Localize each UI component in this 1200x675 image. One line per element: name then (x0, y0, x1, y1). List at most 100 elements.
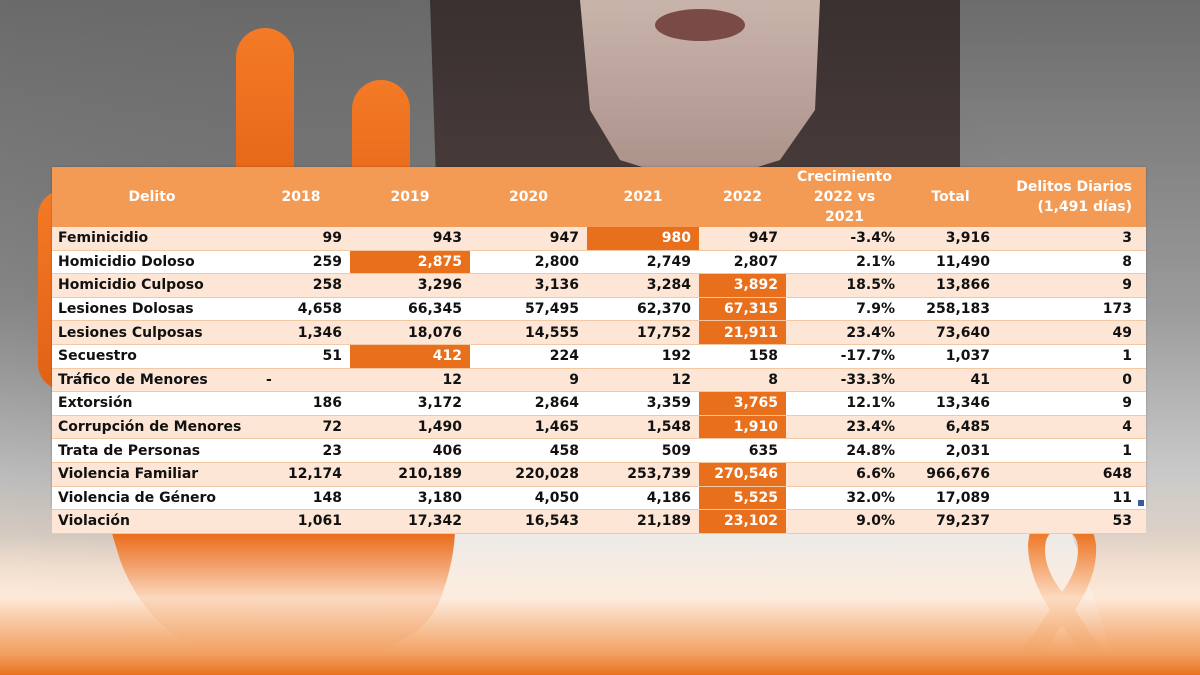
table-cell-diarios: 49 (998, 320, 1146, 345)
table-cell-delito: Violencia Familiar (52, 462, 252, 487)
table-cell-crec: -17.7% (786, 344, 903, 369)
table-cell-y2018: 1,061 (252, 509, 350, 534)
table-row: Violencia de Género 148 3,180 4,050 4,186 5,5… (52, 486, 1146, 511)
table-cell-diarios: 1 (998, 438, 1146, 463)
table-cell-y2021: 4,186 (587, 486, 699, 511)
table-row: Tráfico de Menores -12 9 12 8 -33.3% 41 0 (52, 368, 1146, 393)
table-cell-crec: 9.0% (786, 509, 903, 534)
table-header-row: Delito 2018 2019 2020 2021 2022 Crecimie… (52, 167, 1146, 227)
table-cell-y2019: 66,345 (350, 297, 470, 322)
header-delitos-diarios: Delitos Diarios (1,491 días) (998, 167, 1146, 227)
table-cell-delito: Lesiones Dolosas (52, 297, 252, 322)
table-cell-y2019: 17,342 (350, 509, 470, 534)
table-cell-total: 1,037 (903, 344, 998, 369)
table-cell-y2018: 186 (252, 391, 350, 416)
table-cell-y2019: 3,172 (350, 391, 470, 416)
table-cell-y2018: 99 (252, 227, 350, 251)
table-cell-y2019: 3,180 (350, 486, 470, 511)
table-cell-y2021: 17,752 (587, 320, 699, 345)
table-cell-y2020: 458 (470, 438, 587, 463)
header-crecimiento-line2: 2022 vs 2021 (813, 189, 876, 225)
table-cell-y2018: 148 (252, 486, 350, 511)
table-cell-total: 258,183 (903, 297, 998, 322)
table-cell-y2020: 947 (470, 227, 587, 251)
table-cell-y2022: 2,807 (699, 250, 786, 275)
table-cell-total: 73,640 (903, 320, 998, 345)
table-row: Corrupción de Menores 72 1,490 1,465 1,548 1,… (52, 415, 1146, 440)
table-cell-diarios: 9 (998, 273, 1146, 298)
table-cell-crec: 18.5% (786, 273, 903, 298)
table-cell-y2019: 210,189 (350, 462, 470, 487)
table-cell-diarios: 8 (998, 250, 1146, 275)
table-cell-y2018: 23 (252, 438, 350, 463)
table-cell-total: 41 (903, 368, 998, 393)
table-cell-y2019: 2,875 (350, 250, 470, 275)
table-cell-y2019: 412 (350, 344, 470, 369)
data-table: Delito 2018 2019 2020 2021 2022 Crecimie… (52, 167, 1146, 534)
table-cell-y2022: 158 (699, 344, 786, 369)
table-cell-y2022: 23,102 (699, 509, 786, 534)
table-cell-diarios: 0 (998, 368, 1146, 393)
table-cell-y2021: 253,739 (587, 462, 699, 487)
table-row: Lesiones Culposas 1,346 18,076 14,555 17,752… (52, 320, 1146, 345)
table-cell-y2022: 21,911 (699, 320, 786, 345)
table-cell-y2019: 1,490 (350, 415, 470, 440)
table-cell-diarios: 9 (998, 391, 1146, 416)
bottom-gradient-band (0, 535, 1200, 675)
header-2018: 2018 (252, 167, 350, 227)
table-cell-crec: 12.1% (786, 391, 903, 416)
table-row: Violencia Familiar 12,174 210,189 220,028 25… (52, 462, 1146, 487)
header-2021: 2021 (587, 167, 699, 227)
table-cell-crec: -33.3% (786, 368, 903, 393)
table-cell-delito: Homicidio Doloso (52, 250, 252, 275)
table-cell-y2020: 9 (470, 368, 587, 393)
table-cell-y2019: 943 (350, 227, 470, 251)
table-cell-y2020: 3,136 (470, 273, 587, 298)
table-cell-y2022: 8 (699, 368, 786, 393)
table-cell-crec: 32.0% (786, 486, 903, 511)
table-cell-total: 13,866 (903, 273, 998, 298)
table-cell-y2022: 947 (699, 227, 786, 251)
table-cell-delito: Extorsión (52, 391, 252, 416)
table-cell-total: 6,485 (903, 415, 998, 440)
table-row: Trata de Personas 23 406 458 509 635 24.8% 2,03… (52, 438, 1146, 463)
header-2020: 2020 (470, 167, 587, 227)
table-cell-delito: Trata de Personas (52, 438, 252, 463)
table-cell-diarios: 648 (998, 462, 1146, 487)
table-cell-diarios: 4 (998, 415, 1146, 440)
table-cell-y2018: 259 (252, 250, 350, 275)
table-cell-y2021: 509 (587, 438, 699, 463)
table-cell-y2022: 270,546 (699, 462, 786, 487)
table-cell-y2019: 3,296 (350, 273, 470, 298)
table-row: Extorsión 186 3,172 2,864 3,359 3,765 12.1% 13,… (52, 391, 1146, 416)
table-cell-delito: Tráfico de Menores (52, 368, 252, 393)
table-row: Feminicidio 99 943 947 980 947 -3.4% 3,916 3 (52, 227, 1146, 251)
table-cell-y2022: 5,525 (699, 486, 786, 511)
header-2019: 2019 (350, 167, 470, 227)
table-cell-total: 17,089 (903, 486, 998, 511)
crime-statistics-table: Delito 2018 2019 2020 2021 2022 Crecimie… (52, 167, 1146, 534)
table-row: Homicidio Culposo 258 3,296 3,136 3,284 3,892… (52, 273, 1146, 298)
table-cell-diarios: 173 (998, 297, 1146, 322)
table-cell-diarios: 53 (998, 509, 1146, 534)
table-cell-y2021: 980 (587, 227, 699, 251)
table-cell-total: 11,490 (903, 250, 998, 275)
table-row: Lesiones Dolosas 4,658 66,345 57,495 62,370 6… (52, 297, 1146, 322)
header-total: Total (903, 167, 998, 227)
header-2022: 2022 (699, 167, 786, 227)
header-crecimiento: Crecimiento 2022 vs 2021 (786, 167, 903, 227)
table-cell-delito: Corrupción de Menores (52, 415, 252, 440)
table-cell-y2022: 67,315 (699, 297, 786, 322)
table-cell-crec: 7.9% (786, 297, 903, 322)
table-cell-y2018: 1,346 (252, 320, 350, 345)
table-cell-crec: 2.1% (786, 250, 903, 275)
table-cell-y2020: 2,864 (470, 391, 587, 416)
table-cell-y2020: 224 (470, 344, 587, 369)
header-delito: Delito (52, 167, 252, 227)
table-cell-y2019: 18,076 (350, 320, 470, 345)
table-cell-y2022: 3,892 (699, 273, 786, 298)
table-cell-y2021: 62,370 (587, 297, 699, 322)
table-cell-delito: Lesiones Culposas (52, 320, 252, 345)
table-resize-handle[interactable] (1138, 500, 1144, 506)
table-cell-delito: Violación (52, 509, 252, 534)
